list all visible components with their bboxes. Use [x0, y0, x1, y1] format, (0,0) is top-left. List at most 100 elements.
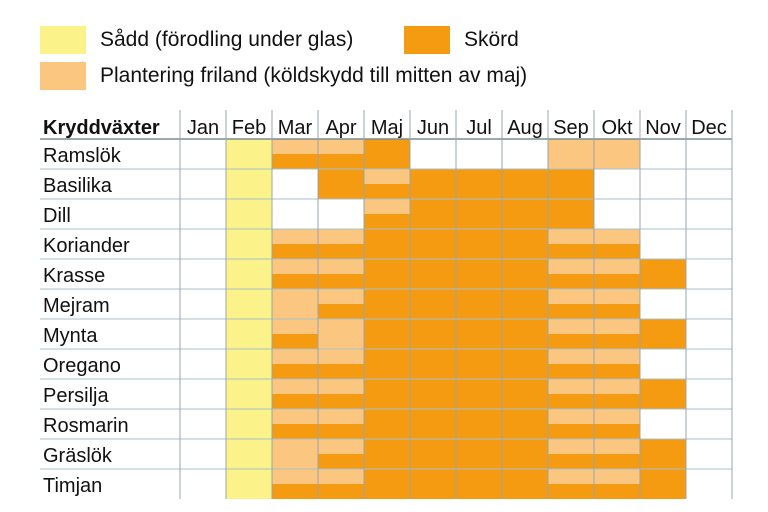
row-label-ramslök: Ramslök: [43, 145, 122, 167]
cell-dill-sep-skord: [548, 199, 594, 229]
cell-mejram-apr-skord: [318, 304, 364, 319]
row-label-basilika: Basilika: [43, 175, 113, 197]
cell-gräslök-maj-skord: [364, 439, 410, 469]
cell-mejram-mar-plantering: [272, 289, 318, 319]
month-label-feb: Feb: [232, 117, 266, 139]
cell-koriander-sep-plantering: [548, 229, 594, 244]
month-label-jun: Jun: [417, 117, 449, 139]
cell-krasse-sep-plantering: [548, 259, 594, 274]
cell-persilja-sep-skord: [548, 394, 594, 409]
cell-gräslök-jul-skord: [456, 439, 502, 469]
cell-rosmarin-aug-skord: [502, 409, 548, 439]
cell-persilja-mar-plantering: [272, 379, 318, 394]
month-label-okt: Okt: [601, 117, 633, 139]
cell-rosmarin-sep-skord: [548, 424, 594, 439]
cell-oregano-jun-skord: [410, 349, 456, 379]
cell-ramslök-mar-skord: [272, 154, 318, 169]
cell-persilja-okt-plantering: [594, 379, 640, 394]
chart-cells: [226, 139, 686, 499]
cell-oregano-sep-plantering: [548, 349, 594, 364]
cell-dill-maj-skord: [364, 214, 410, 229]
month-label-maj: Maj: [371, 117, 403, 139]
cell-rosmarin-sep-plantering: [548, 409, 594, 424]
cell-koriander-jun-skord: [410, 229, 456, 259]
cell-rosmarin-maj-skord: [364, 409, 410, 439]
cell-koriander-sep-skord: [548, 244, 594, 259]
chart-gridlines: [40, 110, 733, 499]
cell-mejram-okt-plantering: [594, 289, 640, 304]
legend-label-sadd: Sådd (förodling under glas): [100, 28, 354, 51]
month-label-sep: Sep: [553, 117, 589, 139]
cell-timjan-feb-sadd: [226, 469, 272, 499]
cell-gräslök-apr-skord: [318, 454, 364, 469]
cell-persilja-mar-skord: [272, 394, 318, 409]
cell-timjan-maj-skord: [364, 469, 410, 499]
cell-koriander-mar-plantering: [272, 229, 318, 244]
cell-krasse-maj-skord: [364, 259, 410, 289]
row-label-gräslök: Gräslök: [43, 445, 113, 467]
cell-gräslök-sep-skord: [548, 454, 594, 469]
cell-mynta-sep-skord: [548, 334, 594, 349]
cell-timjan-aug-skord: [502, 469, 548, 499]
cell-rosmarin-feb-sadd: [226, 409, 272, 439]
cell-dill-feb-sadd: [226, 199, 272, 229]
row-label-persilja: Persilja: [43, 385, 109, 407]
cell-basilika-feb-sadd: [226, 169, 272, 199]
cell-persilja-maj-skord: [364, 379, 410, 409]
cell-mejram-sep-plantering: [548, 289, 594, 304]
row-label-mynta: Mynta: [43, 325, 98, 347]
cell-krasse-mar-skord: [272, 274, 318, 289]
cell-basilika-apr-skord: [318, 169, 364, 199]
cell-dill-aug-skord: [502, 199, 548, 229]
cell-oregano-jul-skord: [456, 349, 502, 379]
cell-persilja-jul-skord: [456, 379, 502, 409]
cell-oregano-apr-plantering: [318, 349, 364, 364]
cell-mynta-okt-skord: [594, 334, 640, 349]
cell-dill-maj-plantering: [364, 199, 410, 214]
cell-rosmarin-okt-skord: [594, 424, 640, 439]
cell-krasse-aug-skord: [502, 259, 548, 289]
cell-mynta-mar-plantering: [272, 319, 318, 334]
cell-rosmarin-jul-skord: [456, 409, 502, 439]
cell-mynta-nov-skord: [640, 319, 686, 349]
cell-krasse-sep-skord: [548, 274, 594, 289]
cell-basilika-jun-skord: [410, 169, 456, 199]
cell-rosmarin-mar-plantering: [272, 409, 318, 424]
legend-swatch-plantering: [40, 62, 86, 90]
cell-krasse-okt-skord: [594, 274, 640, 289]
row-label-krasse: Krasse: [43, 265, 105, 287]
cell-oregano-okt-plantering: [594, 349, 640, 364]
cell-rosmarin-apr-plantering: [318, 409, 364, 424]
cell-oregano-okt-skord: [594, 364, 640, 379]
cell-persilja-feb-sadd: [226, 379, 272, 409]
cell-koriander-jul-skord: [456, 229, 502, 259]
cell-gräslök-okt-plantering: [594, 439, 640, 454]
cell-timjan-jun-skord: [410, 469, 456, 499]
cell-ramslök-sep-plantering: [548, 139, 594, 169]
cell-basilika-maj-skord: [364, 184, 410, 199]
cell-krasse-mar-plantering: [272, 259, 318, 274]
row-label-timjan: Timjan: [43, 475, 102, 497]
cell-mejram-okt-skord: [594, 304, 640, 319]
month-label-jan: Jan: [187, 117, 219, 139]
cell-mynta-sep-plantering: [548, 319, 594, 334]
cell-persilja-apr-skord: [318, 394, 364, 409]
legend-swatch-skord: [404, 26, 450, 54]
cell-oregano-feb-sadd: [226, 349, 272, 379]
cell-ramslök-feb-sadd: [226, 139, 272, 169]
cell-mejram-jun-skord: [410, 289, 456, 319]
chart-labels: Kryddväxter Jan Feb Mar Apr Maj Jun Jul Aug Sep Ok…: [43, 117, 727, 497]
cell-basilika-jul-skord: [456, 169, 502, 199]
cell-mynta-jul-skord: [456, 319, 502, 349]
row-label-mejram: Mejram: [43, 295, 110, 317]
cell-timjan-sep-plantering: [548, 469, 594, 484]
cell-ramslök-maj-skord: [364, 139, 410, 169]
cell-timjan-okt-plantering: [594, 469, 640, 484]
legend-swatch-sadd: [40, 26, 86, 54]
cell-timjan-apr-skord: [318, 484, 364, 499]
cell-koriander-mar-skord: [272, 244, 318, 259]
legend-item-plantering: Plantering friland (köldskydd till mitte…: [40, 62, 527, 90]
cell-koriander-okt-skord: [594, 244, 640, 259]
legend-label-plantering: Plantering friland (köldskydd till mitte…: [100, 64, 528, 87]
